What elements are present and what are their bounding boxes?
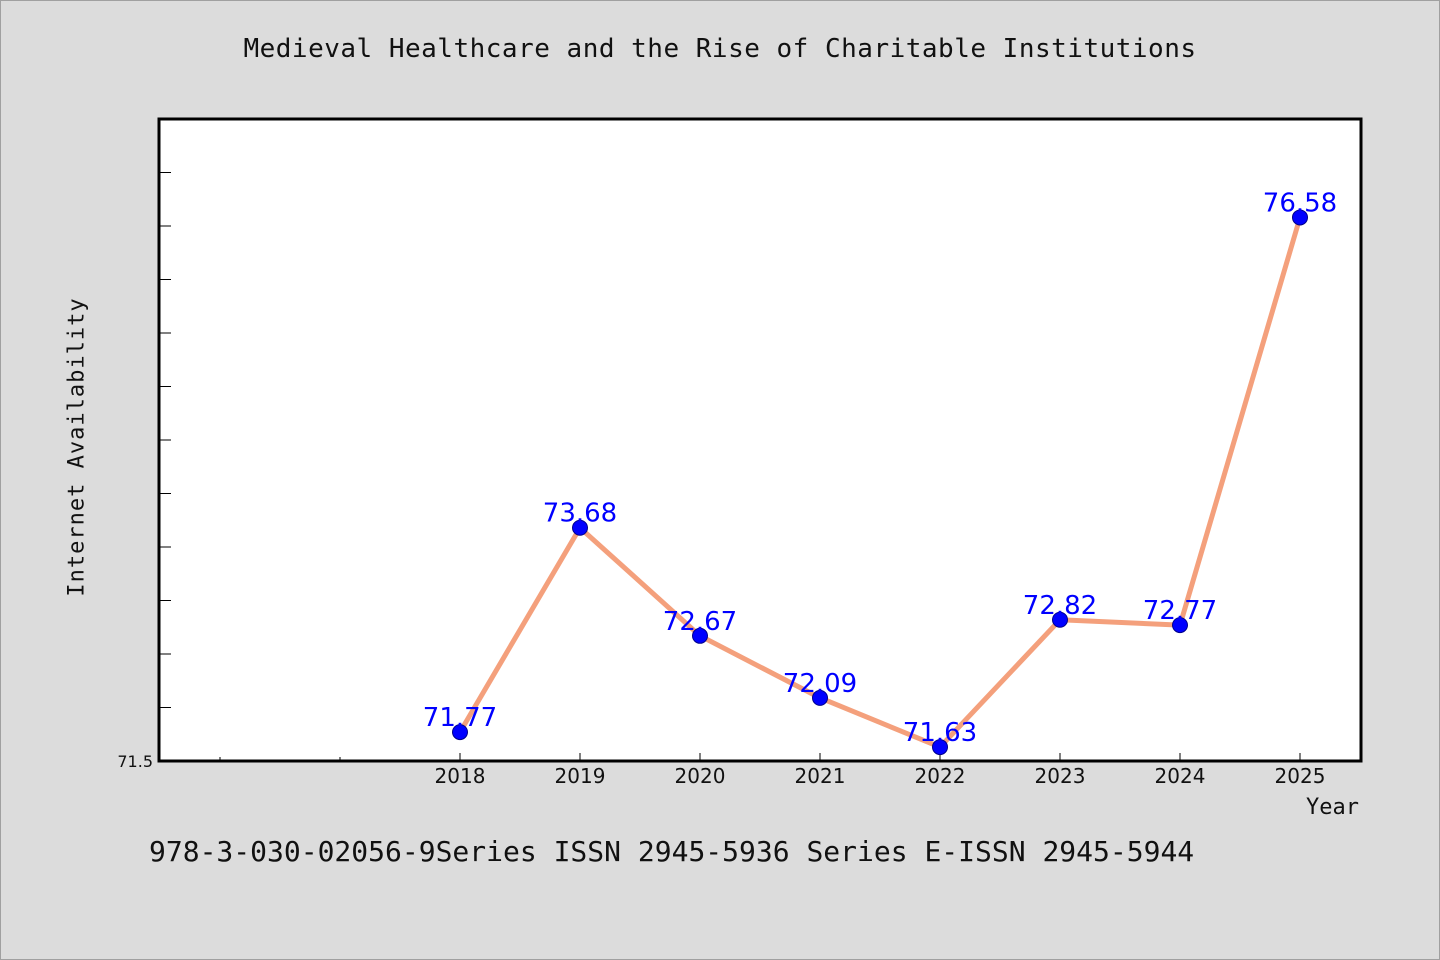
- data-point: [572, 519, 588, 536]
- data-point: [932, 739, 948, 756]
- data-label: 72.67: [663, 607, 737, 637]
- chart-title: Medieval Healthcare and the Rise of Char…: [243, 34, 1197, 64]
- data-point: [1292, 209, 1308, 226]
- series-group: 71.77 73.68 72.67 72.09 71.63 72.82 72.77 76.58: [423, 188, 1337, 756]
- series-line: [457, 214, 1303, 750]
- data-label: 72.09: [783, 669, 857, 699]
- data-point: [692, 627, 708, 644]
- data-label: 76.58: [1263, 188, 1337, 218]
- data-label: 71.63: [903, 718, 977, 748]
- data-point: [452, 724, 468, 741]
- x-tick-label: 2020: [675, 764, 726, 788]
- footer-note: 978-3-030-02056-9Series ISSN 2945-5936 S…: [149, 835, 1195, 868]
- y-tick-label: 71.5: [117, 752, 153, 771]
- data-point: [1052, 611, 1068, 628]
- x-tick-label: 2025: [1275, 764, 1326, 788]
- x-axis-ticks: 2018 2019 2020 2021 2022 2023 2024 2025: [219, 753, 1326, 788]
- x-tick-label: 2019: [555, 764, 606, 788]
- data-label: 72.77: [1143, 596, 1217, 626]
- x-tick-label: 2021: [795, 764, 846, 788]
- plot-area: [157, 117, 1363, 763]
- x-tick-label: 2022: [915, 764, 966, 788]
- x-axis-label: Year: [1306, 795, 1359, 820]
- data-point: [812, 689, 828, 706]
- data-point: [1172, 617, 1188, 634]
- data-label: 72.82: [1023, 591, 1097, 621]
- data-label: 71.77: [423, 703, 497, 733]
- x-tick-label: 2024: [1155, 764, 1206, 788]
- x-tick-label: 2023: [1035, 764, 1086, 788]
- y-axis-ticks: 71.5: [117, 118, 171, 771]
- data-label: 73.68: [543, 499, 617, 529]
- x-tick-label: 2018: [435, 764, 486, 788]
